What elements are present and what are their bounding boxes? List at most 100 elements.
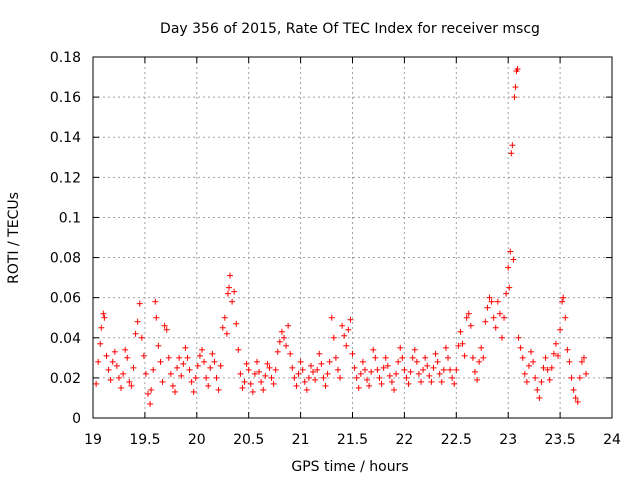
data-point	[486, 294, 493, 301]
data-point	[382, 354, 389, 361]
data-point	[484, 304, 491, 311]
data-point	[196, 352, 203, 359]
data-point	[180, 360, 187, 367]
data-point	[243, 360, 250, 367]
x-tick-label: 19	[84, 432, 102, 448]
data-point	[494, 298, 501, 305]
data-point	[221, 314, 228, 321]
data-point	[150, 366, 157, 373]
data-point	[194, 362, 201, 369]
data-point	[580, 354, 587, 361]
data-point	[568, 374, 575, 381]
data-point	[409, 354, 416, 361]
data-point	[324, 370, 331, 377]
data-point	[374, 366, 381, 373]
data-point	[506, 284, 513, 291]
data-point	[167, 370, 174, 377]
data-point	[310, 368, 317, 375]
y-tick-label: 0.06	[50, 291, 81, 307]
data-point	[459, 340, 466, 347]
data-point	[251, 370, 258, 377]
data-point	[95, 358, 102, 365]
data-point	[201, 358, 208, 365]
data-point	[262, 372, 269, 379]
data-point	[523, 378, 530, 385]
data-point	[98, 324, 105, 331]
x-tick-label: 20.5	[233, 432, 264, 448]
x-tick-label: 22.5	[441, 432, 472, 448]
data-point	[453, 366, 460, 373]
data-point	[521, 370, 528, 377]
data-point	[403, 374, 410, 381]
data-point	[320, 374, 327, 381]
data-point	[241, 378, 248, 385]
data-point	[159, 378, 166, 385]
data-point	[576, 374, 583, 381]
data-point	[215, 386, 222, 393]
data-point	[316, 350, 323, 357]
data-point	[105, 366, 112, 373]
data-point	[203, 374, 210, 381]
data-point	[184, 354, 191, 361]
data-point	[386, 372, 393, 379]
data-point	[447, 366, 454, 373]
data-point	[562, 314, 569, 321]
data-point	[451, 380, 458, 387]
data-point	[503, 290, 510, 297]
data-point	[182, 344, 189, 351]
data-point	[426, 372, 433, 379]
data-point	[205, 382, 212, 389]
data-point	[351, 364, 358, 371]
data-point	[359, 358, 366, 365]
data-point	[469, 354, 476, 361]
data-point	[471, 368, 478, 375]
data-point	[293, 382, 300, 389]
data-point	[211, 358, 218, 365]
data-point	[153, 314, 160, 321]
data-point	[492, 324, 499, 331]
chart-title: Day 356 of 2015, Rate Of TEC Index for r…	[160, 21, 540, 37]
data-point	[148, 386, 155, 393]
data-point	[118, 384, 125, 391]
data-point	[93, 380, 100, 387]
data-point	[291, 374, 298, 381]
data-point	[268, 374, 275, 381]
y-tick-label: 0.16	[50, 90, 81, 106]
data-point	[330, 334, 337, 341]
data-point	[140, 352, 147, 359]
data-point	[172, 388, 179, 395]
data-point	[528, 348, 535, 355]
data-point	[207, 364, 214, 371]
data-point	[407, 368, 414, 375]
data-point	[254, 358, 261, 365]
data-point	[498, 334, 505, 341]
x-tick-label: 21	[292, 432, 310, 448]
data-point	[111, 348, 118, 355]
data-point	[357, 370, 364, 377]
data-point	[376, 374, 383, 381]
x-tick-label: 20	[188, 432, 206, 448]
data-point	[120, 370, 127, 377]
data-point	[418, 378, 425, 385]
data-point	[366, 382, 373, 389]
data-point	[128, 382, 135, 389]
data-point	[476, 358, 483, 365]
data-point	[559, 298, 566, 305]
data-point	[134, 318, 141, 325]
x-tick-label: 23.5	[545, 432, 576, 448]
data-point	[428, 378, 435, 385]
y-axis-label: ROTI / TECUs	[6, 192, 22, 284]
data-point	[305, 374, 312, 381]
x-tick-label: 22	[395, 432, 413, 448]
data-point	[361, 366, 368, 373]
data-point	[307, 362, 314, 369]
data-point	[378, 380, 385, 387]
data-point	[334, 366, 341, 373]
data-point	[209, 350, 216, 357]
data-point	[583, 370, 590, 377]
data-point	[318, 360, 325, 367]
data-point	[126, 378, 133, 385]
data-point	[157, 358, 164, 365]
data-point	[560, 294, 567, 301]
